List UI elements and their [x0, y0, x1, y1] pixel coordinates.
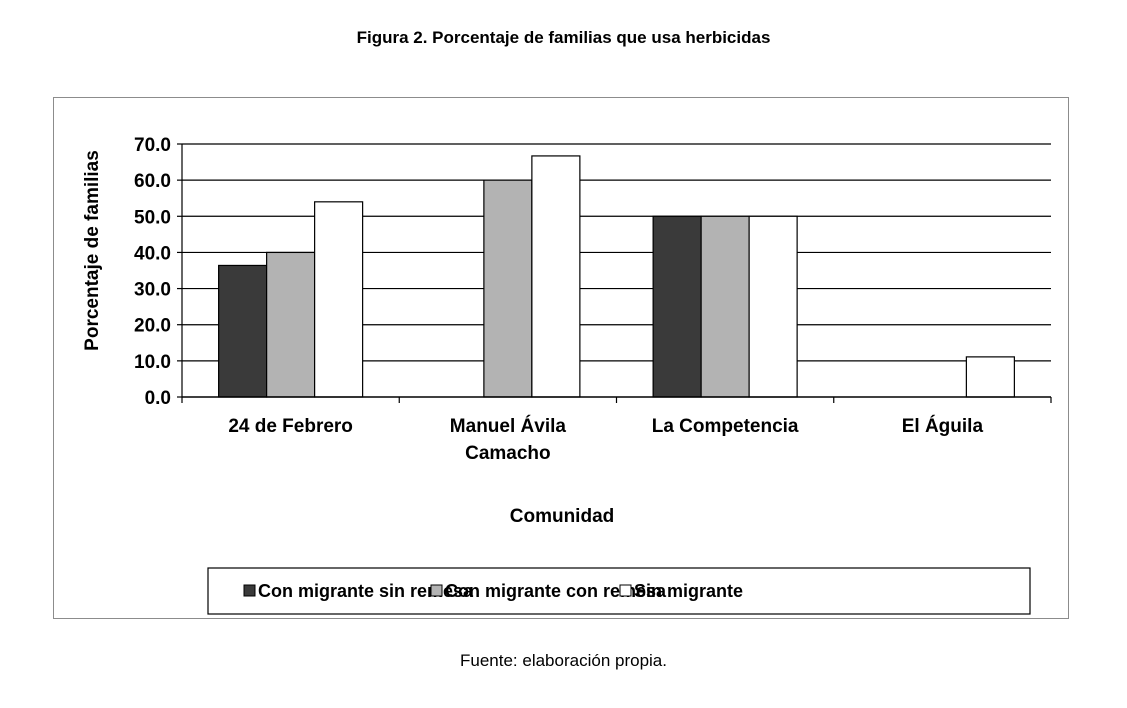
y-tick-label: 40.0 [134, 243, 171, 264]
x-tick-label: Manuel Ávila [450, 415, 567, 437]
legend-label: Con migrante con remesa [445, 581, 667, 601]
y-tick-label: 20.0 [134, 316, 171, 337]
bars [218, 155, 1015, 398]
legend-label: Con migrante sin remesa [258, 581, 474, 601]
chart-frame: 0.0 10.0 20.0 30.0 40.0 50.0 60.0 70.0 24 de Fe… [53, 97, 1069, 619]
y-tick-labels: 0.0 10.0 20.0 30.0 40.0 50.0 60.0 70.0 [134, 135, 171, 409]
legend-swatch [619, 584, 632, 597]
axes [177, 143, 1052, 403]
x-tick-label: El Águila [902, 415, 984, 437]
legend-label: Sin migrante [634, 581, 743, 601]
y-tick-label: 30.0 [134, 280, 171, 301]
x-axis-label: Comunidad [510, 506, 615, 527]
y-tick-label: 10.0 [134, 352, 171, 373]
y-axis-label: Porcentaje de familias [82, 150, 103, 351]
bar [748, 215, 798, 398]
bar [314, 201, 364, 398]
bar-chart: 0.0 10.0 20.0 30.0 40.0 50.0 60.0 70.0 24 de Fe… [82, 135, 1052, 615]
bar [652, 215, 702, 398]
y-tick-label: 50.0 [134, 207, 171, 228]
bar [700, 215, 750, 398]
x-tick-labels: 24 de Febrero Manuel Ávila Camacho La Compe… [228, 415, 983, 464]
legend-swatch [430, 584, 443, 597]
bar [266, 251, 316, 398]
x-tick-label: La Competencia [652, 416, 799, 437]
y-tick-label: 0.0 [145, 388, 171, 409]
legend-swatch [243, 584, 256, 597]
legend-box [207, 567, 1031, 615]
bar [965, 356, 1015, 398]
x-tick-label: Camacho [465, 443, 551, 464]
bar [483, 179, 533, 398]
bar [531, 155, 581, 398]
y-tick-label: 70.0 [134, 135, 171, 156]
source-note: Fuente: elaboración propia. [460, 651, 667, 670]
y-tick-label: 60.0 [134, 171, 171, 192]
figure-title: Figura 2. Porcentaje de familias que usa… [356, 28, 771, 47]
bar [218, 264, 268, 398]
x-tick-label: 24 de Febrero [228, 416, 353, 437]
